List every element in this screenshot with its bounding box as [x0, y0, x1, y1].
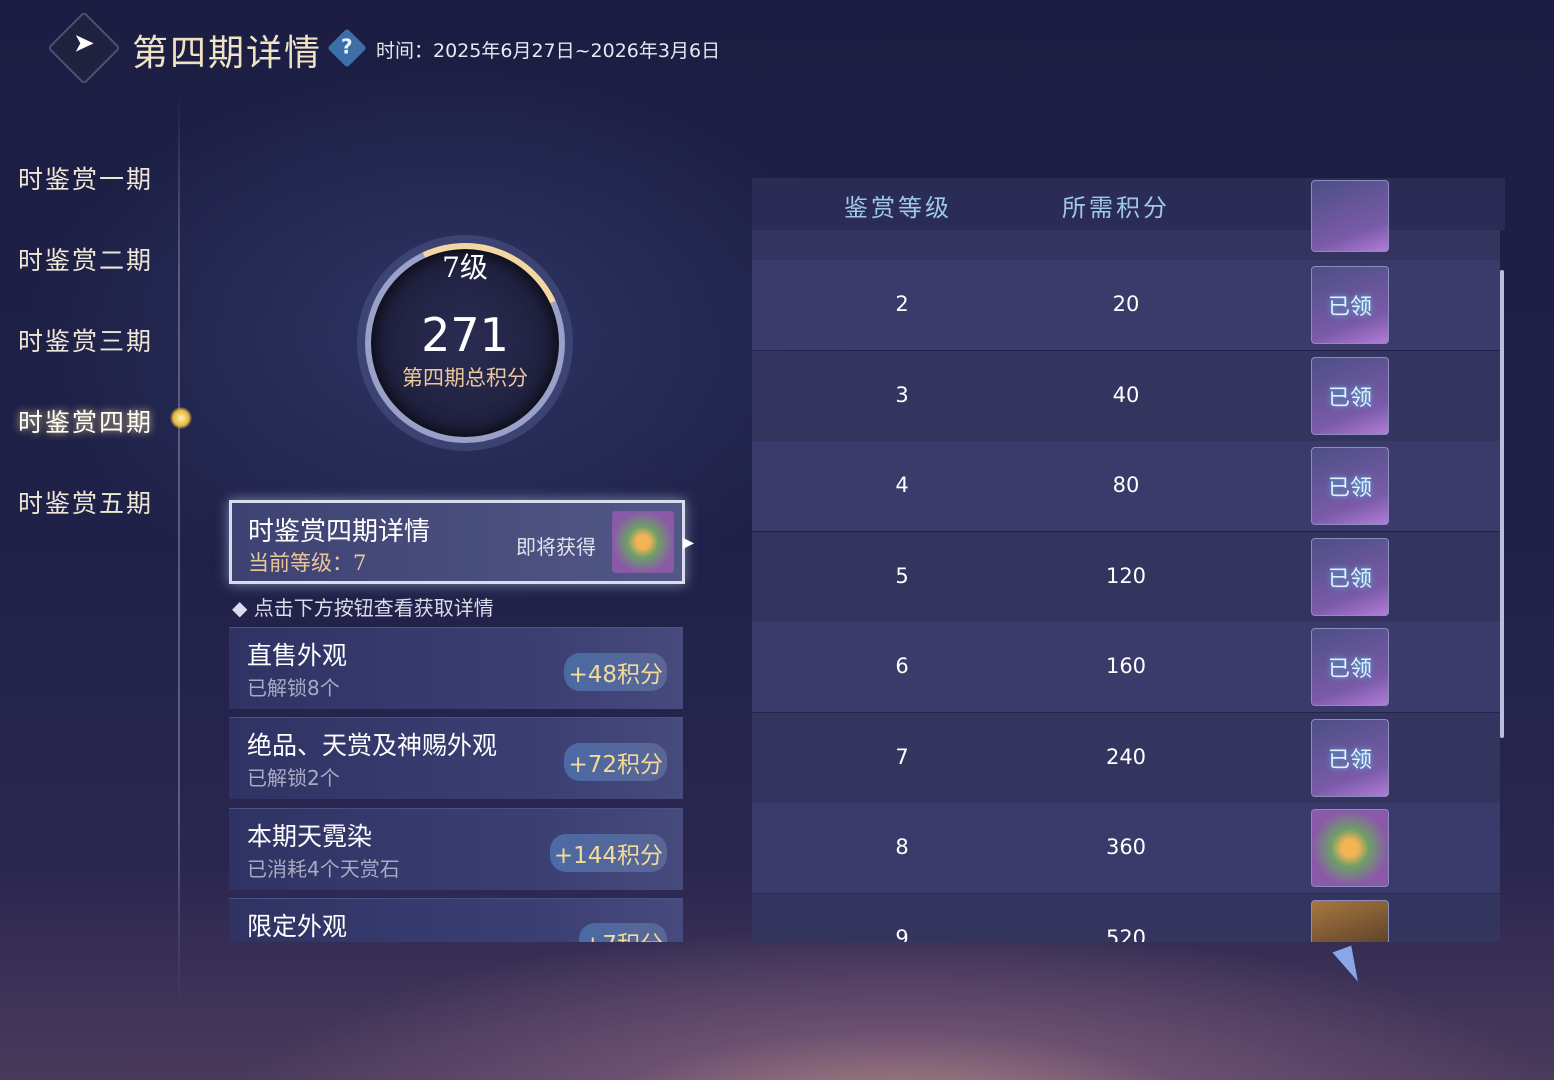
total-score: 271 [421, 308, 509, 362]
table-row: 3 40 已领 [752, 350, 1500, 441]
source-points: +144积分 [549, 834, 667, 872]
claimed-label: 已领 [1327, 295, 1372, 320]
row-level: 3 [895, 382, 909, 407]
period-time: 时间：2025年6月27日~2026年3月6日 [376, 40, 721, 62]
table-row: 9 520 [752, 893, 1500, 943]
row-level: 2 [895, 292, 909, 316]
reward-icon[interactable]: 已领 [1311, 266, 1389, 344]
upcoming-label: 即将获得 [516, 535, 596, 559]
row-points: 80 [1112, 473, 1140, 497]
nav-period-3[interactable]: 时鉴赏三期 [18, 327, 154, 356]
row-points: 40 [1112, 382, 1140, 407]
nav-divider [178, 90, 180, 1010]
table-row: 4 80 已领 [752, 441, 1500, 531]
source-sub: 已消耗4个天赏石 [247, 857, 400, 881]
upcoming-reward-icon[interactable] [612, 511, 674, 573]
row-level: 8 [895, 835, 909, 859]
row-points: 20 [1112, 292, 1140, 316]
row-points: 120 [1105, 563, 1147, 588]
nav-period-1[interactable]: 时鉴赏一期 [18, 165, 154, 194]
claimed-label: 已领 [1327, 385, 1372, 411]
hint-text: ◆ 点击下方按钮查看获取详情 [232, 596, 494, 620]
active-indicator-icon [170, 407, 192, 429]
source-item[interactable]: 本期天霓染已消耗4个天赏石 +144积分 [229, 808, 683, 890]
table-header: 鉴赏等级 所需积分 奖励 [752, 178, 1505, 230]
card-title: 时鉴赏四期详情 [248, 517, 431, 547]
table-row: 2 20 已领 [752, 260, 1500, 350]
scroll-down-icon[interactable] [1332, 945, 1364, 987]
table-scrollbar[interactable] [1500, 270, 1504, 738]
row-level: 6 [895, 654, 909, 678]
reward-icon[interactable]: 已领 [1311, 356, 1389, 435]
score-ring [365, 243, 565, 443]
table-row: 6 160 已领 [752, 622, 1500, 712]
row-points: 360 [1105, 835, 1147, 859]
row-level: 9 [895, 925, 909, 943]
arrow-right-icon: ▶ [683, 535, 694, 551]
hint-label: 点击下方按钮查看获取详情 [253, 596, 494, 620]
table-row: 8 360 [752, 803, 1500, 893]
source-item[interactable]: 直售外观已解锁8个 +48积分 [229, 627, 683, 709]
nav-period-4[interactable]: 时鉴赏四期 [18, 408, 154, 437]
row-level: 5 [895, 563, 909, 588]
reward-icon[interactable]: 已领 [1311, 447, 1389, 525]
col-level: 鉴赏等级 [844, 194, 952, 222]
table-row: 7 240 已领 [752, 712, 1500, 803]
col-points: 所需积分 [1062, 194, 1170, 222]
row-points: 160 [1105, 654, 1147, 678]
source-title: 限定外观 [247, 912, 348, 941]
claimed-label: 已领 [1327, 747, 1372, 773]
reward-icon[interactable] [1311, 809, 1389, 887]
table-row-partial [752, 180, 1500, 260]
total-score-label: 第四期总积分 [402, 366, 528, 390]
source-sub: 已解锁8个 [247, 676, 340, 700]
claimed-label: 已领 [1327, 476, 1372, 501]
claimed-label: 已领 [1327, 566, 1372, 592]
page-title: 第四期详情 [132, 33, 323, 74]
table-row: 5 120 已领 [752, 531, 1500, 622]
source-item[interactable]: 限定外观 +7积分 [229, 898, 683, 942]
source-points: +7积分 [579, 923, 667, 942]
reward-table[interactable]: 鉴赏等级 所需积分 奖励 2 20 已领3 40 已领4 80 已领5 120 … [752, 178, 1505, 942]
row-points: 240 [1105, 744, 1147, 769]
current-level: 7级 [442, 251, 488, 284]
reward-icon[interactable] [1311, 899, 1389, 942]
source-sub: 已解锁2个 [247, 766, 340, 790]
source-title: 直售外观 [247, 641, 348, 670]
reward-icon[interactable]: 已领 [1311, 718, 1389, 797]
period-detail-card[interactable]: 时鉴赏四期详情 当前等级：7 即将获得 ▶ [229, 500, 694, 584]
claimed-label: 已领 [1327, 657, 1372, 682]
reward-icon[interactable]: 已领 [1311, 537, 1389, 616]
source-points: +48积分 [564, 653, 667, 691]
reward-icon[interactable]: 已领 [1311, 628, 1389, 706]
row-level: 7 [895, 744, 909, 769]
reward-icon[interactable] [1311, 180, 1389, 252]
source-title: 绝品、天赏及神赐外观 [247, 731, 498, 760]
row-level: 4 [895, 473, 909, 497]
source-title: 本期天霓染 [247, 822, 373, 851]
card-level: 当前等级：7 [248, 551, 367, 575]
source-points: +72积分 [564, 743, 667, 781]
nav-period-2[interactable]: 时鉴赏二期 [18, 246, 154, 275]
row-points: 520 [1105, 925, 1147, 943]
nav-period-5[interactable]: 时鉴赏五期 [18, 489, 154, 518]
source-item[interactable]: 绝品、天赏及神赐外观已解锁2个 +72积分 [229, 717, 683, 799]
